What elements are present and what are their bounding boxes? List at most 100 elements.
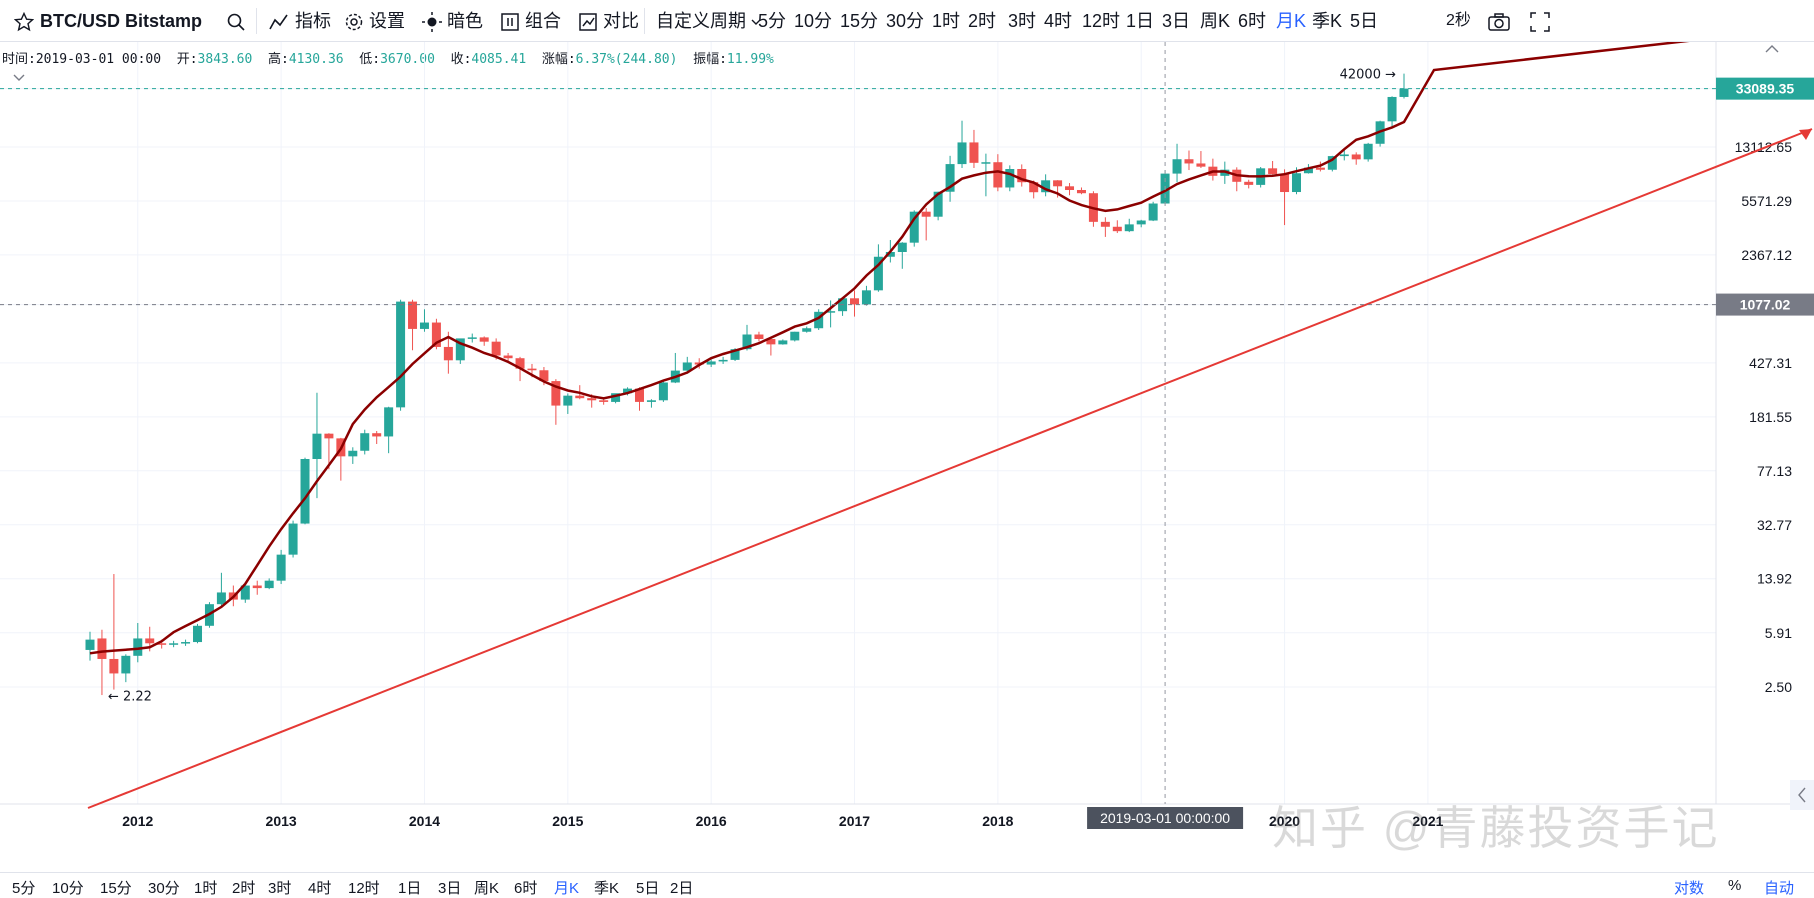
custom-period-label: 自定义周期: [656, 11, 746, 31]
combo-button[interactable]: 组合: [500, 0, 561, 42]
bottom-interval-0[interactable]: 5分: [12, 880, 36, 897]
price-chart[interactable]: 2012201320142015201620172018201920202021…: [0, 42, 1814, 872]
log-scale-toggle[interactable]: 对数: [1674, 880, 1705, 897]
settings-button[interactable]: 设置: [344, 0, 405, 42]
candle-body: [850, 298, 860, 305]
interval-2[interactable]: 15分: [840, 11, 879, 31]
interval-9[interactable]: 1日: [1126, 11, 1155, 31]
candle-body: [360, 433, 370, 451]
candle-body: [252, 585, 262, 589]
interval-11[interactable]: 周K: [1200, 11, 1231, 31]
interval-0[interactable]: 5分: [758, 11, 787, 31]
candle-body: [240, 585, 250, 600]
candle-body: [443, 346, 453, 361]
candle-body: [216, 592, 226, 605]
low-label: 低:: [359, 52, 381, 67]
bottom-interval-11[interactable]: 周K: [474, 880, 500, 897]
custom-period-dropdown[interactable]: 自定义周期: [656, 0, 761, 42]
bottom-interval-12[interactable]: 6时: [514, 880, 538, 897]
bottom-interval-6[interactable]: 3时: [268, 880, 292, 897]
compare-button[interactable]: 对比: [578, 0, 639, 42]
bottom-interval-5[interactable]: 2时: [232, 880, 256, 897]
candle-body: [85, 639, 95, 650]
close-value: 4085.41: [471, 52, 527, 67]
interval-6[interactable]: 3时: [1008, 11, 1037, 31]
x-tick-label: 2016: [696, 813, 727, 829]
bottom-interval-1[interactable]: 10分: [52, 880, 84, 897]
camera-icon[interactable]: [1488, 0, 1510, 42]
interval-4[interactable]: 1时: [932, 11, 961, 31]
indicators-button[interactable]: 指标: [268, 0, 331, 42]
candle-body: [551, 381, 561, 406]
fullscreen-icon[interactable]: [1530, 0, 1550, 42]
indicators-label: 指标: [295, 11, 332, 31]
percent-scale-toggle[interactable]: %: [1728, 877, 1742, 894]
candle-body: [682, 362, 692, 371]
candle-body: [527, 368, 537, 371]
bottom-interval-16[interactable]: 2日: [670, 880, 694, 897]
interval-3[interactable]: 30分: [886, 11, 925, 31]
candle-body: [1196, 163, 1206, 167]
bottom-interval-7[interactable]: 4时: [308, 880, 332, 897]
interval-10[interactable]: 3日: [1162, 11, 1191, 31]
candle-body: [575, 395, 585, 399]
interval-14[interactable]: 季K: [1312, 11, 1343, 31]
candle-body: [718, 359, 728, 362]
bottom-interval-10[interactable]: 3日: [438, 880, 462, 897]
bottom-interval-4[interactable]: 1时: [194, 880, 218, 897]
time-value: 2019-03-01 00:00: [35, 52, 162, 67]
candle-body: [1363, 143, 1373, 160]
candle-body: [396, 301, 406, 408]
interval-5[interactable]: 2时: [968, 11, 997, 31]
candle-body: [766, 338, 776, 345]
bottom-interval-3[interactable]: 30分: [148, 880, 180, 897]
candle-body: [611, 393, 621, 402]
interval-15[interactable]: 5日: [1350, 11, 1379, 31]
ohlc-legend: 时间:2019-03-01 00:00 开:3843.60 高:4130.36 …: [2, 48, 774, 67]
candle-body: [312, 433, 322, 460]
trend-line: [87, 128, 1813, 809]
high-annotation: 42000 →: [1340, 68, 1396, 83]
candle-body: [885, 251, 895, 257]
search-icon[interactable]: [226, 0, 246, 42]
favorite-star-icon[interactable]: [13, 0, 35, 42]
candle-body: [969, 142, 979, 163]
candle-body: [300, 459, 310, 524]
candle-body: [1303, 167, 1313, 174]
candle-body: [539, 370, 549, 382]
candle-body: [1053, 180, 1063, 187]
scroll-right-box: [1790, 780, 1814, 810]
interval-8[interactable]: 12时: [1082, 11, 1121, 31]
amplitude-label: 振幅:: [693, 52, 727, 67]
candle-body: [1041, 180, 1051, 193]
open-value: 3843.60: [197, 52, 253, 67]
candle-body: [778, 340, 788, 345]
candle-body: [921, 211, 931, 217]
symbol-name[interactable]: BTC/USD Bitstamp: [40, 11, 203, 31]
bottom-interval-15[interactable]: 5日: [636, 880, 660, 897]
price-marker-label: 1077.02: [1740, 297, 1791, 313]
candle-body: [993, 162, 1003, 188]
bottom-interval-2[interactable]: 15分: [100, 880, 132, 897]
gear-icon: [345, 14, 363, 31]
toolbar-divider: [256, 8, 257, 34]
candle-body: [455, 338, 465, 361]
collapse-legend-icon[interactable]: [12, 70, 26, 88]
interval-12[interactable]: 6时: [1238, 11, 1267, 31]
candle-body: [563, 395, 573, 406]
change-label: 涨幅:: [541, 52, 576, 67]
bottom-interval-9[interactable]: 1日: [398, 880, 422, 897]
top-toolbar: BTC/USD Bitstamp 指标 设置 暗色 组合 对比 自定义周期 5分…: [0, 0, 1814, 42]
bottom-interval-13[interactable]: 月K: [554, 880, 580, 897]
watermark: 知乎 @青藤投资手记: [1272, 802, 1720, 854]
auto-scale-toggle[interactable]: 自动: [1764, 880, 1795, 897]
bottom-interval-8[interactable]: 12时: [348, 880, 380, 897]
crosshair-time-box: [1087, 807, 1244, 829]
interval-7[interactable]: 4时: [1044, 11, 1073, 31]
interval-13[interactable]: 月K: [1276, 11, 1307, 31]
bottom-interval-14[interactable]: 季K: [594, 880, 620, 897]
x-tick-label: 2014: [409, 813, 440, 829]
theme-button[interactable]: 暗色: [422, 0, 483, 42]
interval-1[interactable]: 10分: [794, 11, 833, 31]
candle-body: [754, 334, 764, 339]
